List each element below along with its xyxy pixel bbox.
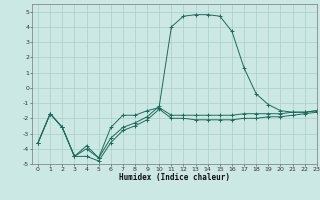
X-axis label: Humidex (Indice chaleur): Humidex (Indice chaleur) bbox=[119, 173, 230, 182]
